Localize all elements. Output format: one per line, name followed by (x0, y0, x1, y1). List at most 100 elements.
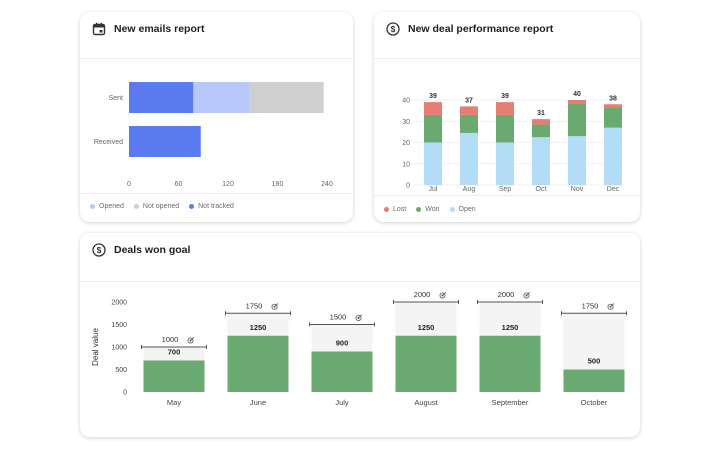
x-tick-label: October (581, 398, 608, 407)
bar-segment (460, 106, 478, 115)
legend-item[interactable]: Opened (90, 203, 124, 210)
deals-won-goal-title: Deals won goal (114, 244, 191, 256)
deal-performance-card[interactable]: $ New deal performance report 0 10 20 30 40 3… (374, 12, 640, 222)
x-tick-label: 120 (222, 181, 234, 188)
bar (311, 351, 373, 392)
x-tick-label: 180 (272, 181, 284, 188)
total-label: 37 (465, 97, 473, 104)
target-icon-arrow (442, 291, 447, 296)
legend-item[interactable]: Not opened (133, 203, 180, 210)
goal-label: 2000 (414, 290, 431, 299)
bar-segment (496, 114, 514, 143)
deals-won-goal-card[interactable]: $ Deals won goal 0 500 1000 1500 2000 Deal va… (80, 233, 640, 437)
target-icon-arrow (526, 291, 531, 296)
bar-segment (496, 142, 514, 185)
x-tick-label: August (414, 398, 438, 407)
y-tick-label: 1000 (111, 345, 127, 352)
bar (479, 335, 541, 392)
emails-chart: 0 60 120 180 240 Sent Received (94, 82, 333, 188)
legend-swatch (90, 204, 95, 209)
footer-divider (80, 193, 353, 194)
dollar-circle-icon: $ (386, 22, 400, 36)
target-icon-arrow (190, 336, 195, 341)
target-icon-ring (271, 303, 278, 310)
legend-item[interactable]: Open (449, 206, 476, 213)
target-icon (271, 303, 279, 310)
legend-swatch (416, 207, 422, 212)
emails-report-title: New emails report (114, 23, 205, 35)
header-divider (80, 281, 640, 282)
value-label: 900 (336, 339, 349, 348)
y-tick-label: 0 (123, 390, 127, 397)
legend-label: Not tracked (198, 203, 234, 210)
legend-item[interactable]: Lost (384, 206, 406, 213)
target-icon (355, 314, 363, 321)
target-icon-arrow (610, 303, 615, 308)
bar-segment (249, 82, 324, 113)
bar-segment (532, 137, 550, 185)
target-icon-arrow (358, 314, 363, 319)
total-label: 31 (537, 110, 545, 117)
bar-segment (424, 142, 442, 185)
bar (143, 360, 205, 392)
target-icon-ring (355, 315, 362, 321)
x-tick-label: 60 (175, 181, 183, 188)
legend-label: Open (458, 206, 476, 213)
x-tick-label: Aug (463, 186, 476, 193)
emails-report-card[interactable]: New emails report 0 60 120 180 240 Sent Receiv… (80, 12, 353, 222)
total-label: 40 (573, 91, 581, 98)
bar-segment (568, 103, 586, 137)
bar-segment (568, 100, 586, 104)
legend-label: Not opened (142, 203, 180, 210)
y-category-label: Received (94, 139, 123, 146)
value-label: 500 (588, 357, 601, 366)
x-tick-label: Oct (536, 186, 547, 193)
legend-item[interactable]: Won (416, 206, 440, 213)
y-tick-label: 20 (402, 140, 410, 147)
y-category-label: Sent (109, 95, 123, 102)
x-tick-label: September (492, 398, 529, 407)
total-label: 39 (501, 93, 509, 100)
deal-performance-header: $ New deal performance report (386, 22, 553, 36)
target-icon-arrow (274, 303, 279, 308)
value-label: 700 (168, 348, 181, 357)
x-tick-label: 0 (127, 181, 131, 188)
y-axis-label: Deal value (91, 328, 100, 366)
legend-swatch (384, 207, 389, 212)
footer-divider (374, 195, 640, 196)
total-label: 39 (429, 93, 437, 100)
legend-item[interactable]: Not tracked (189, 203, 234, 210)
calendar-icon (92, 22, 106, 36)
x-tick-label: Dec (607, 186, 620, 193)
header-divider (374, 58, 640, 59)
bar-segment (496, 102, 514, 115)
x-tick-label: June (250, 398, 266, 407)
bar-segment (568, 136, 586, 185)
value-label: 1250 (502, 323, 519, 332)
bar-segment (604, 104, 622, 108)
bar-segment (129, 126, 201, 157)
y-tick-label: 40 (402, 98, 410, 105)
goal-label: 1500 (330, 313, 347, 322)
legend-label: Lost (393, 206, 407, 213)
target-icon (523, 291, 531, 299)
bar-segment (604, 127, 622, 185)
y-tick-label: 0 (406, 183, 410, 190)
deal-performance-title: New deal performance report (408, 23, 554, 35)
bar-segment (532, 119, 550, 125)
bar-segment (424, 114, 442, 143)
legend-label: Opened (99, 203, 124, 210)
header-divider (80, 58, 353, 59)
target-icon-ring (523, 292, 530, 299)
target-icon (439, 291, 447, 299)
goal-label: 1750 (246, 301, 263, 310)
target-icon (607, 303, 615, 310)
legend-swatch (449, 207, 455, 212)
goal-label: 2000 (498, 290, 515, 299)
emails-legend: Opened Not opened Not tracked (90, 203, 234, 210)
y-tick-label: 500 (115, 367, 127, 374)
svg-text:$: $ (97, 245, 102, 255)
target-icon-ring (187, 337, 194, 344)
bar-segment (460, 114, 478, 133)
x-tick-label: July (335, 398, 349, 407)
